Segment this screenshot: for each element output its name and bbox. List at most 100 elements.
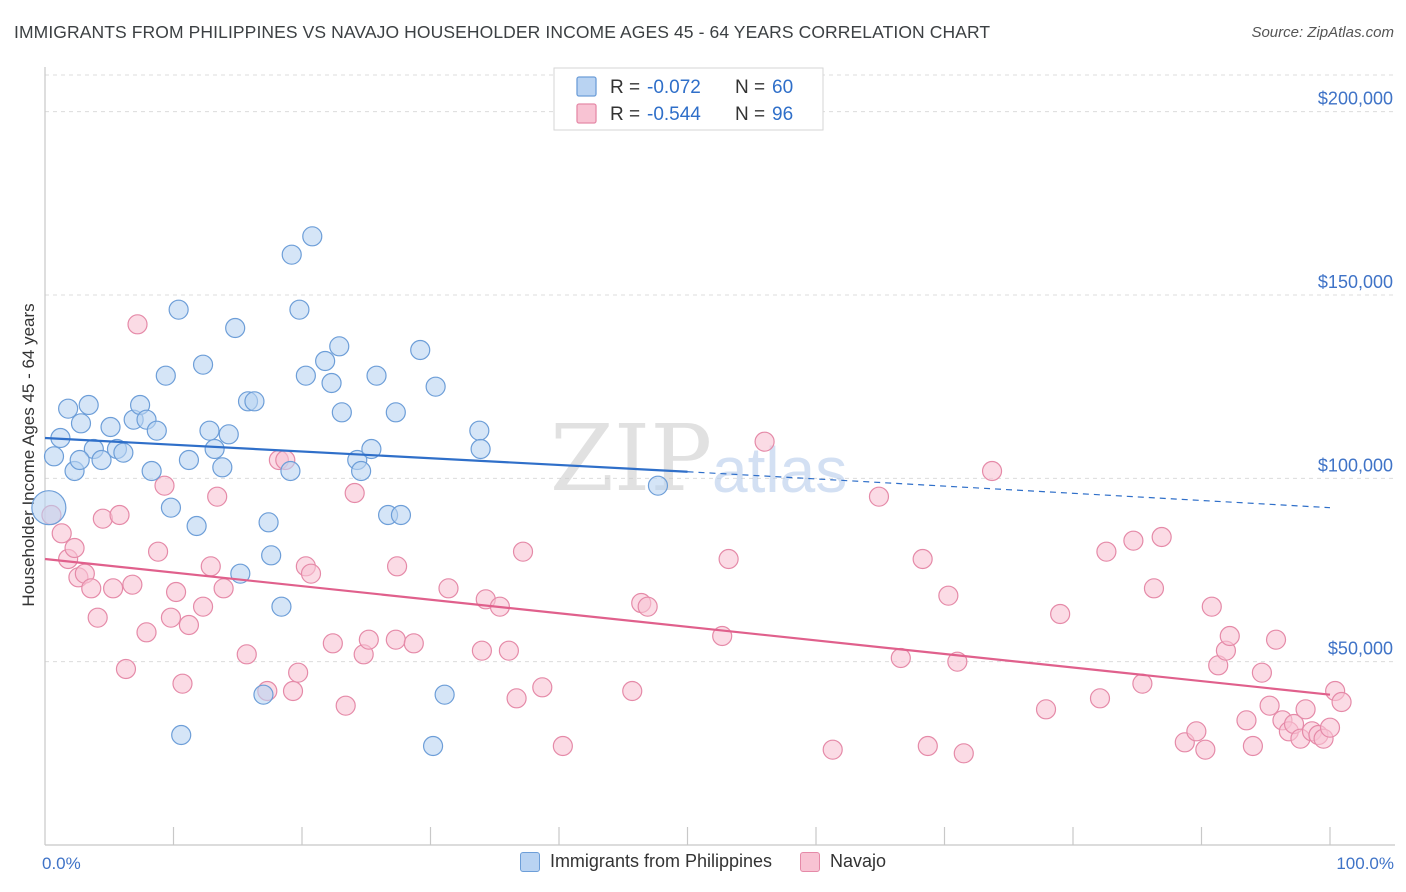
navajo-point	[1242, 735, 1264, 757]
navajo-point	[1259, 695, 1280, 716]
legend-pink-r-label: R =	[610, 104, 645, 125]
navajo-point	[386, 556, 408, 577]
legend-blue-n-label: N =	[735, 77, 770, 98]
navajo-point	[87, 607, 108, 628]
philippines-point	[470, 438, 491, 460]
philippines-point	[171, 724, 192, 746]
philippines-point	[192, 354, 214, 375]
navajo-point	[64, 537, 85, 559]
philippines-point	[302, 226, 323, 247]
x-tick-label-left: 0.0%	[42, 854, 81, 873]
navajo-point	[192, 596, 214, 617]
navajo-point	[1186, 721, 1207, 742]
philippines-point	[91, 449, 112, 471]
philippines-point	[43, 446, 65, 467]
y-tick-label: $200,000	[1318, 89, 1393, 109]
navajo-point	[1089, 688, 1111, 709]
philippines-point	[289, 299, 310, 320]
philippines-point	[70, 413, 92, 434]
y-tick-labels: $50,000 $100,000 $150,000 $200,000	[1318, 89, 1393, 659]
navajo-point	[1035, 699, 1057, 720]
philippines-point	[69, 449, 90, 471]
philippines-point	[244, 391, 265, 412]
philippines-point	[225, 317, 246, 339]
philippines-point	[280, 460, 301, 482]
y-axis-label: Householder Income Ages 45 - 64 years	[19, 303, 38, 606]
philippines-point	[160, 497, 182, 518]
navajo-point	[403, 633, 424, 654]
navajo-point	[953, 743, 974, 764]
legend-item-navajo[interactable]: Navajo	[800, 851, 886, 872]
navajo-trend-line	[44, 557, 1331, 696]
navajo-point	[512, 541, 534, 562]
philippines-point	[58, 398, 79, 419]
navajo-point	[1195, 739, 1216, 760]
navajo-point	[822, 739, 843, 760]
navajo-point	[172, 673, 193, 694]
legend-item-philippines[interactable]: Immigrants from Philippines	[519, 851, 773, 872]
navajo-point	[1151, 526, 1172, 548]
navajo-point	[358, 629, 379, 650]
legend-pink-n-value: 96	[772, 104, 793, 125]
navajo-point	[300, 563, 322, 584]
legend-top-box	[553, 67, 824, 131]
navajo-point	[754, 431, 775, 452]
philippines-point	[178, 449, 200, 471]
navajo-point	[1123, 530, 1144, 551]
navajo-point	[165, 581, 187, 603]
philippines-point	[31, 490, 67, 526]
philippines-point	[329, 336, 350, 357]
y-tick-label: $100,000	[1318, 455, 1393, 475]
philippines-point	[321, 372, 342, 394]
legend-pink-n-label: N =	[735, 104, 770, 125]
philippines-point	[204, 438, 225, 460]
navajo-point	[207, 486, 228, 507]
navajo-point	[912, 548, 933, 570]
watermark-atlas: atlas	[712, 434, 847, 506]
navajo-point	[127, 314, 148, 335]
chart-title: IMMIGRANTS FROM PHILIPPINES VS NAVAJO HO…	[14, 22, 991, 42]
philippines-point	[425, 376, 446, 397]
philippines-point	[295, 365, 316, 386]
legend-bottom: Immigrants from Philippines Navajo	[0, 851, 1406, 872]
navajo-point	[154, 475, 175, 496]
navajo-point	[344, 482, 365, 504]
navajo-point	[236, 644, 257, 665]
philippines-point	[361, 438, 382, 460]
navajo-point	[1096, 541, 1117, 562]
navajo-point	[981, 460, 1003, 482]
navajo-point	[471, 640, 492, 661]
philippines-point	[434, 684, 455, 705]
navajo-point	[335, 695, 356, 716]
philippines-point	[271, 596, 292, 617]
navajo-point	[1265, 629, 1287, 650]
navajo-point	[1319, 717, 1341, 738]
navajo-point	[213, 578, 234, 599]
y-tick-label: $50,000	[1328, 639, 1393, 659]
navajo-point	[1236, 710, 1257, 731]
navajo-point	[147, 541, 169, 562]
y-tick-label: $150,000	[1318, 272, 1393, 292]
philippines-point	[141, 460, 162, 482]
navajo-point	[136, 622, 157, 643]
navajo-point	[637, 596, 658, 617]
philippines-point	[100, 416, 121, 438]
source-label: Source: ZipAtlas.com	[1251, 24, 1394, 41]
navajo-point	[81, 578, 102, 599]
series-navajo	[41, 314, 1352, 764]
philippines-point	[218, 424, 239, 445]
philippines-point	[113, 442, 134, 463]
legend-blue-r-label: R =	[610, 77, 645, 98]
philippines-point	[390, 504, 412, 526]
legend-label-philippines: Immigrants from Philippines	[549, 851, 773, 871]
philippines-point	[422, 735, 444, 757]
trend-lines	[44, 436, 1331, 696]
philippines-trend-extension	[687, 471, 1331, 509]
philippines-point	[212, 457, 233, 478]
philippines-point	[78, 394, 99, 416]
navajo-point	[532, 677, 553, 698]
legend-pink-swatch	[576, 103, 597, 124]
legend-swatch-philippines	[519, 851, 540, 872]
philippines-point	[410, 339, 431, 361]
